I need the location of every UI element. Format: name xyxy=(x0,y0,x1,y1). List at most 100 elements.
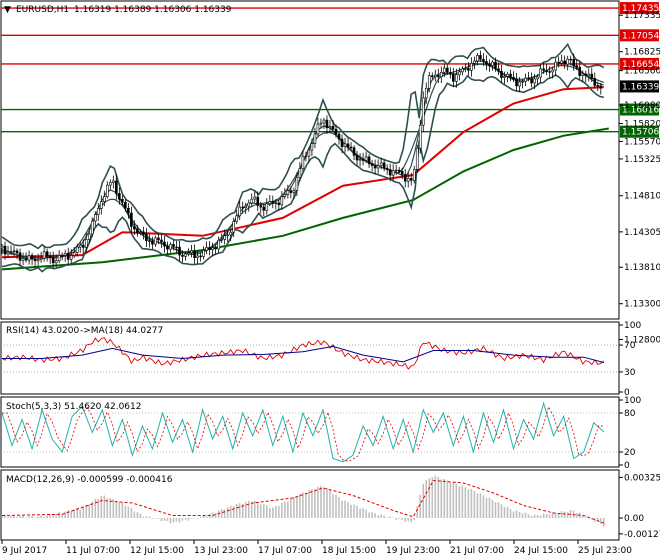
candle-body xyxy=(36,259,40,262)
candle-body xyxy=(464,68,467,70)
macd-title: MACD(12,26,9) -0.000599 -0.000416 xyxy=(6,475,173,485)
rsi-indicator: 100 70 30 0 xyxy=(1,321,641,398)
candle-body xyxy=(415,147,419,170)
candle-body xyxy=(479,55,482,60)
candle-body xyxy=(145,234,148,241)
current-price-tag xyxy=(620,80,659,93)
candle-body xyxy=(364,156,368,161)
time-axis-label: 18 Jul 15:00 xyxy=(322,546,376,556)
candle-body xyxy=(334,128,338,135)
candle-body xyxy=(193,250,196,258)
level-tag xyxy=(620,2,659,15)
price-axis: 1.17335 1.16825 1.16560 1.16080 1.15820 1.155… xyxy=(619,11,660,345)
candle-body xyxy=(509,73,512,78)
candle-body xyxy=(24,258,28,261)
candle-body xyxy=(388,169,392,176)
candle-body xyxy=(440,72,443,78)
candle-body xyxy=(154,237,157,245)
rsi-axis-label: 30 xyxy=(624,368,636,378)
candle-body xyxy=(103,196,106,203)
candle-body xyxy=(283,194,287,197)
stochastic-panel[interactable] xyxy=(0,396,620,468)
candle-body xyxy=(277,202,281,206)
candle-body xyxy=(148,240,151,242)
candle-body xyxy=(437,74,440,78)
candle-body xyxy=(382,162,386,169)
level-tag xyxy=(620,29,659,42)
candle-body xyxy=(199,255,202,258)
price-axis-label: 1.13810 xyxy=(624,263,660,273)
candle-body xyxy=(127,207,130,214)
candle-body xyxy=(427,75,431,89)
candle-body xyxy=(343,143,347,147)
candle-body xyxy=(536,76,539,80)
candle-body xyxy=(238,206,242,217)
candle-body xyxy=(298,168,302,178)
level-tag xyxy=(620,57,659,70)
candle-body xyxy=(361,158,365,161)
stoch-signal-line xyxy=(2,405,604,462)
price-axis-label: 1.16080 xyxy=(624,101,660,111)
rsi-axis-label: 100 xyxy=(624,321,641,331)
time-axis-label: 13 Jul 23:00 xyxy=(194,546,248,556)
candle-body xyxy=(385,167,389,170)
candle-body xyxy=(430,75,434,77)
macd-axis-label: -0.00127 xyxy=(624,530,660,540)
candle-body xyxy=(467,68,470,71)
candle-body xyxy=(205,247,208,251)
time-axis-label: 24 Jul 15:00 xyxy=(514,546,568,556)
candle-body xyxy=(349,146,353,149)
macd-signal-line xyxy=(1,479,604,524)
price-candles xyxy=(0,50,603,269)
stoch-title: Stoch(5,3,3) 51.4620 42.0612 xyxy=(6,402,141,412)
candle-body xyxy=(90,220,94,235)
candle-body xyxy=(292,190,296,193)
candle-body xyxy=(12,250,16,253)
candle-body xyxy=(93,214,97,222)
candle-body xyxy=(196,255,199,258)
candle-body xyxy=(328,126,332,129)
candle-body xyxy=(560,60,563,64)
candle-body xyxy=(84,239,88,248)
candle-body xyxy=(121,199,124,203)
candle-body xyxy=(217,239,220,250)
candle-body xyxy=(518,81,521,87)
candle-body xyxy=(476,55,479,62)
rsi-ma-line xyxy=(2,345,604,363)
candle-body xyxy=(184,253,187,257)
candle-body xyxy=(319,122,323,125)
candle-body xyxy=(157,237,160,241)
candle-body xyxy=(78,244,82,248)
candle-body xyxy=(139,231,142,233)
candle-body xyxy=(355,154,359,161)
candle-body xyxy=(358,158,362,161)
candle-body xyxy=(160,239,163,243)
candle-body xyxy=(409,178,413,181)
candle-body xyxy=(45,251,49,257)
candle-body xyxy=(494,61,497,70)
candle-body xyxy=(214,247,217,250)
chart-menu-arrow-icon[interactable]: ▼ xyxy=(4,5,11,15)
candle-body xyxy=(412,168,416,181)
candle-body xyxy=(223,235,226,240)
stoch-axis-label: 80 xyxy=(624,409,636,419)
price-axis-label: 1.14305 xyxy=(624,228,660,238)
candle-body xyxy=(124,201,127,209)
price-axis-label: 1.14810 xyxy=(624,192,660,202)
candle-body xyxy=(491,61,494,66)
candle-body xyxy=(60,255,64,257)
candle-body xyxy=(590,73,594,79)
stoch-axis-label: 100 xyxy=(624,396,641,406)
stoch-axis-label: 20 xyxy=(624,448,636,458)
stoch-axis-label: 0 xyxy=(624,461,630,471)
rsi-axis-label: 0 xyxy=(624,388,630,398)
candle-body xyxy=(452,73,455,82)
candle-body xyxy=(109,182,112,186)
candle-body xyxy=(220,239,223,241)
candle-body xyxy=(473,60,476,64)
candle-body xyxy=(545,70,548,72)
candle-body xyxy=(256,196,260,206)
rsi-panel[interactable] xyxy=(0,321,620,395)
candle-body xyxy=(151,240,154,245)
